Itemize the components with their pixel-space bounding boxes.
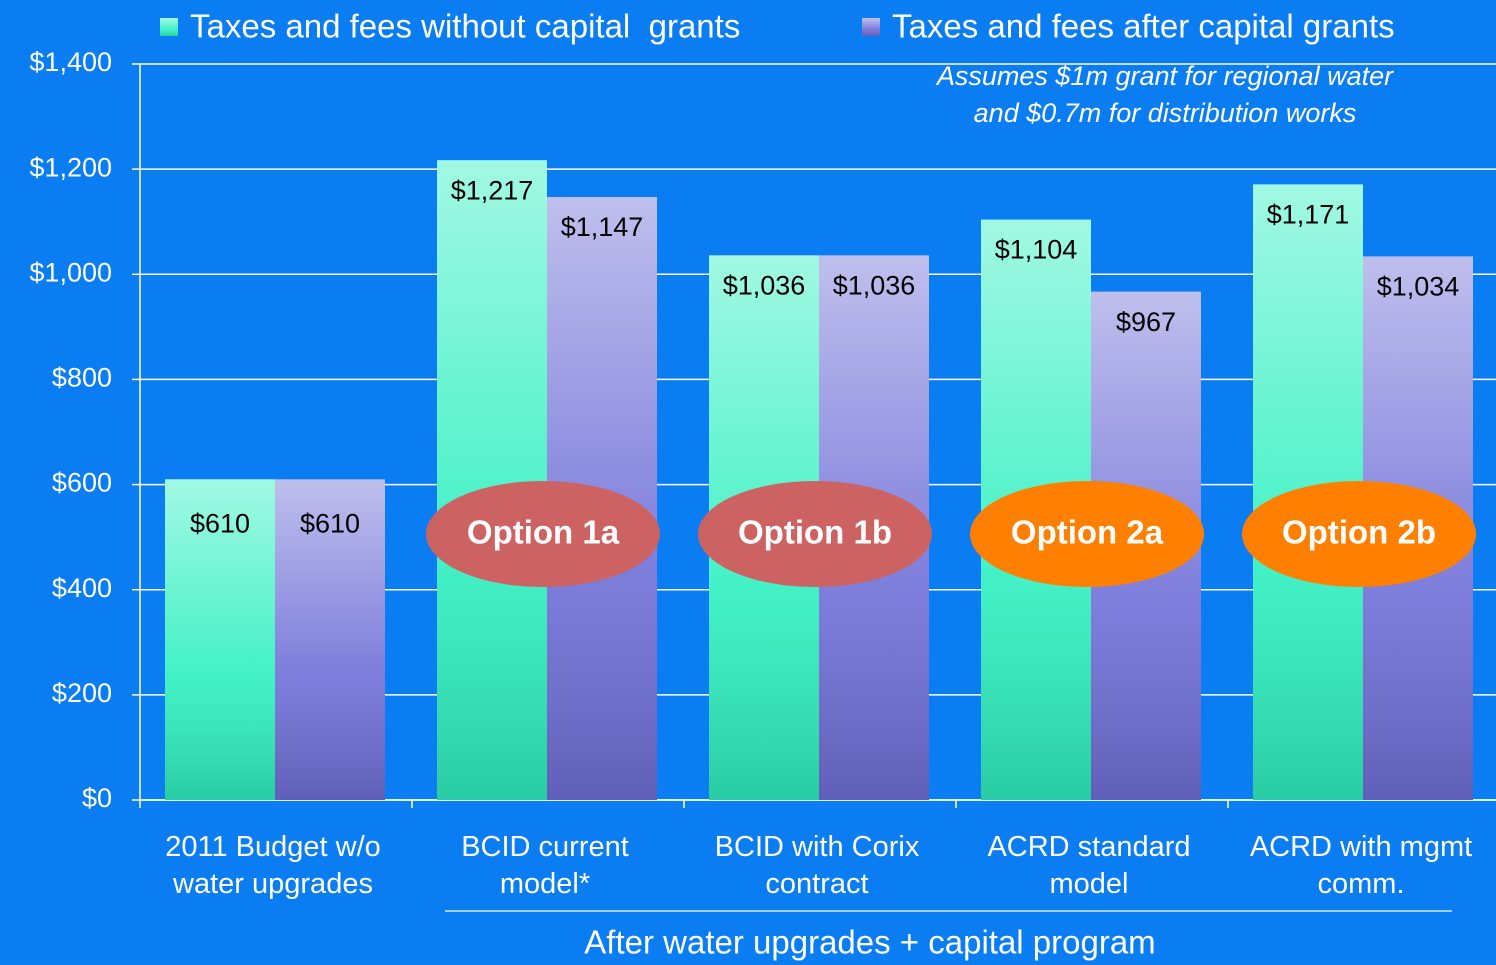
bar-shine [165,479,275,800]
y-tick-label: $1,000 [29,257,112,287]
x-tick-label: BCID with Corix contract [714,831,920,900]
annotation: Assumes $1m grant for regional water [935,61,1394,91]
y-tick-label: $400 [52,573,112,603]
group-label: After water upgrades + capital program [584,924,1155,961]
option-label: Option 2b [1282,514,1436,551]
y-tick-label: $0 [82,783,112,813]
value-label: $1,036 [723,270,806,300]
value-label: $1,104 [995,235,1078,265]
annotation: and $0.7m for distribution works [974,98,1357,128]
value-label: $610 [190,508,250,538]
legend-shine [160,18,178,36]
value-label: $1,217 [451,175,534,205]
option-oval [426,481,660,587]
option-label: Option 1a [467,514,620,551]
bar-shine [437,160,547,801]
x-tick-label: ACRD standard model [987,831,1191,900]
value-label: $1,036 [833,270,916,300]
value-label: $1,034 [1377,272,1460,302]
option-label: Option 1b [738,514,892,551]
x-tick-label: ACRD with mgmt comm. [1249,831,1473,900]
x-tick-label: BCID current model* [461,831,629,900]
x-tick-label: 2011 Budget w/o water upgrades [165,831,381,900]
y-tick-label: $1,400 [29,47,112,77]
value-label: $1,147 [561,212,644,242]
bar-shine [275,479,385,800]
y-tick-label: $600 [52,468,112,498]
option-oval [970,481,1204,587]
legend-label: Taxes and fees without capital grants [190,8,740,45]
option-label: Option 2a [1011,514,1164,551]
option-oval [698,481,932,587]
value-label: $967 [1116,307,1176,337]
value-label: $610 [300,508,360,538]
option-oval [1242,481,1476,587]
y-tick-label: $800 [52,363,112,393]
legend-shine [862,18,880,36]
legend-label: Taxes and fees after capital grants [892,8,1395,45]
value-label: $1,171 [1267,200,1350,230]
y-tick-label: $200 [52,678,112,708]
y-tick-label: $1,200 [29,152,112,182]
